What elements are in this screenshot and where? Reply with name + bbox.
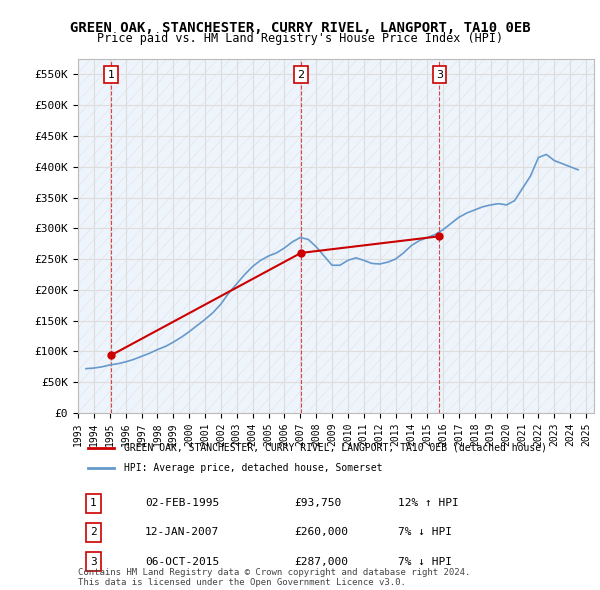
Text: 2: 2 xyxy=(90,527,97,537)
Text: HPI: Average price, detached house, Somerset: HPI: Average price, detached house, Some… xyxy=(124,464,383,473)
Text: 12-JAN-2007: 12-JAN-2007 xyxy=(145,527,220,537)
Text: 2: 2 xyxy=(298,70,304,80)
Text: £260,000: £260,000 xyxy=(295,527,349,537)
Text: 7% ↓ HPI: 7% ↓ HPI xyxy=(398,557,452,566)
Point xyxy=(296,248,306,258)
Text: GREEN OAK, STANCHESTER, CURRY RIVEL, LANGPORT, TA10 0EB (detached house): GREEN OAK, STANCHESTER, CURRY RIVEL, LAN… xyxy=(124,442,547,453)
Point xyxy=(106,350,116,360)
Text: 06-OCT-2015: 06-OCT-2015 xyxy=(145,557,220,566)
Text: £287,000: £287,000 xyxy=(295,557,349,566)
Point xyxy=(434,232,444,241)
Text: 3: 3 xyxy=(436,70,443,80)
Text: 1: 1 xyxy=(107,70,115,80)
Text: 7% ↓ HPI: 7% ↓ HPI xyxy=(398,527,452,537)
Text: GREEN OAK, STANCHESTER, CURRY RIVEL, LANGPORT, TA10 0EB: GREEN OAK, STANCHESTER, CURRY RIVEL, LAN… xyxy=(70,21,530,35)
Text: £93,750: £93,750 xyxy=(295,499,342,508)
Text: Contains HM Land Registry data © Crown copyright and database right 2024.
This d: Contains HM Land Registry data © Crown c… xyxy=(78,568,470,587)
Text: 1: 1 xyxy=(90,499,97,508)
Text: Price paid vs. HM Land Registry's House Price Index (HPI): Price paid vs. HM Land Registry's House … xyxy=(97,32,503,45)
Text: 3: 3 xyxy=(90,557,97,566)
Text: 02-FEB-1995: 02-FEB-1995 xyxy=(145,499,220,508)
Text: 12% ↑ HPI: 12% ↑ HPI xyxy=(398,499,458,508)
